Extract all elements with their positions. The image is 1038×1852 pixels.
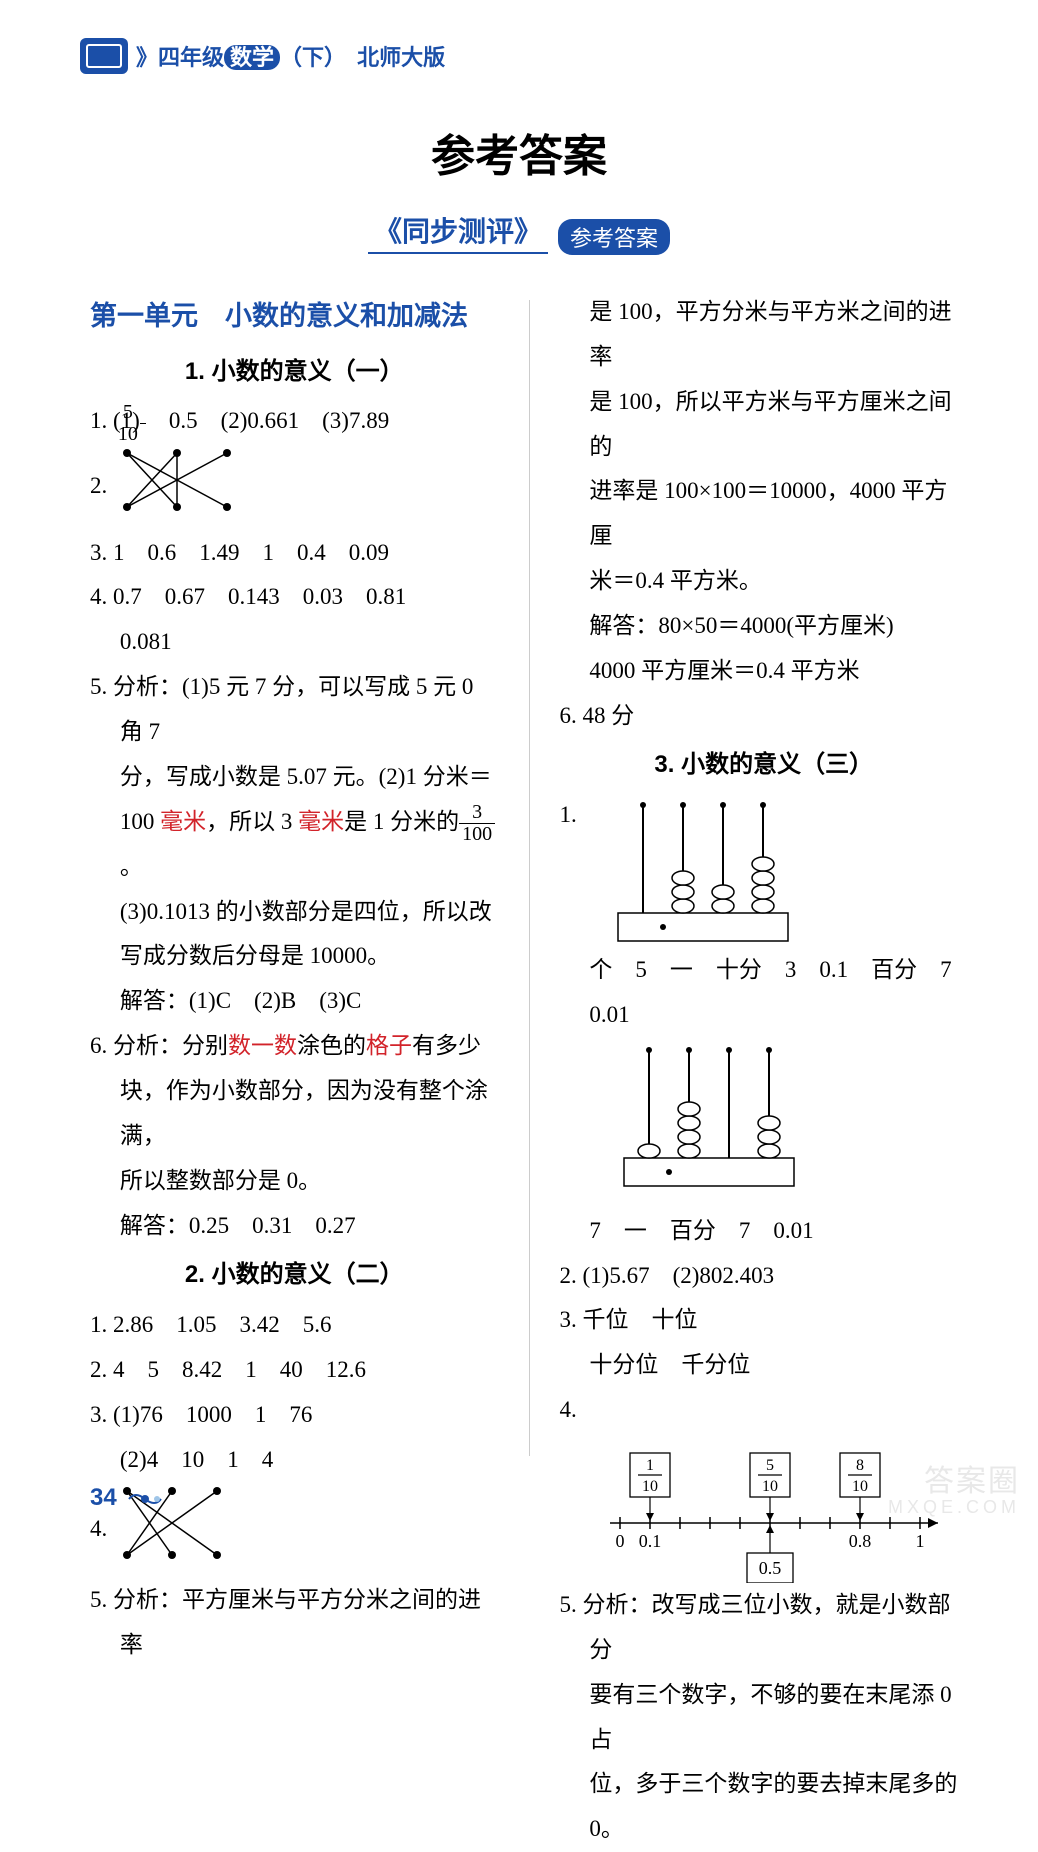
- r-cont-e: 解答：80×50＝4000(平方厘米): [560, 604, 969, 649]
- s3-q1b: 个 5 一 十分 3 0.1 百分 7: [560, 948, 969, 993]
- s1-q6d: 解答：0.25 0.31 0.27: [90, 1204, 499, 1249]
- s1-q2: 2.: [90, 445, 499, 531]
- s3-q3b: 十分位 千分位: [560, 1343, 969, 1388]
- s2-q5: 5. 分析：平方厘米与平方分米之间的进率: [90, 1578, 499, 1668]
- red-text: 毫米: [160, 809, 206, 834]
- s1-q5c: 100 毫米，所以 3 毫米是 1 分米的3100。: [90, 800, 499, 890]
- main-title: 参考答案: [0, 120, 1038, 184]
- s3-abacus2-wrap: [560, 1038, 969, 1209]
- s1-q5a: 5. 分析：(1)5 元 7 分，可以写成 5 元 0 角 7: [90, 665, 499, 755]
- svg-text:0.8: 0.8: [848, 1531, 871, 1551]
- svg-text:10: 10: [762, 1478, 778, 1495]
- s2-q3a: 3. (1)76 1000 1 76: [90, 1393, 499, 1438]
- s1-q1-rest: 0.5 (2)0.661 (3)7.89: [146, 408, 389, 433]
- s1-q2-label: 2.: [90, 473, 107, 498]
- svg-text:0: 0: [615, 1531, 624, 1551]
- red-text: 毫米: [298, 809, 344, 834]
- s1-q4b: 0.081: [90, 620, 499, 665]
- s3-q1-label: 1.: [560, 802, 577, 827]
- s3-q1c: 0.01: [560, 993, 969, 1038]
- s3-q2: 2. (1)5.67 (2)802.403: [560, 1254, 969, 1299]
- r-cont-c: 进率是 100×100＝10000，4000 平方厘: [560, 469, 969, 559]
- section-1-title: 1. 小数的意义（一）: [90, 349, 499, 396]
- s3-q1d: 7 一 百分 7 0.01: [560, 1209, 969, 1254]
- page-header: 》四年级数学（下） 北师大版: [80, 38, 445, 74]
- fraction-3-100: 3100: [459, 802, 495, 845]
- s1-q6c: 所以整数部分是 0。: [90, 1159, 499, 1204]
- cross-diagram-1: [117, 445, 237, 531]
- s1-q5b: 分，写成小数是 5.07 元。(2)1 分米＝: [90, 755, 499, 800]
- page-number: 34: [90, 1484, 163, 1512]
- semester: （下）: [280, 45, 335, 70]
- content-columns: 第一单元 小数的意义和加减法 1. 小数的意义（一） 1. (1)510 0.5…: [90, 290, 968, 1466]
- subtitle-wrap: 《同步测评》 参考答案: [0, 210, 1038, 255]
- r-cont-f: 4000 平方厘米＝0.4 平方米: [560, 649, 969, 694]
- page-num-value: 34: [90, 1484, 117, 1511]
- r-cont-a: 是 100，平方分米与平方米之间的进率: [560, 290, 969, 380]
- s3-q5c: 位，多于三个数字的要去掉末尾多的 0。: [560, 1762, 969, 1852]
- svg-text:1: 1: [915, 1531, 924, 1551]
- svg-text:10: 10: [642, 1478, 658, 1495]
- watermark: 答案圈 MXQE.COM: [888, 1465, 1020, 1518]
- s1-q3: 3. 1 0.6 1.49 1 0.4 0.09: [90, 531, 499, 576]
- s1-q6b: 块，作为小数部分，因为没有整个涂满，: [90, 1069, 499, 1159]
- red-text: 格子: [366, 1033, 412, 1058]
- s3-q3a: 3. 千位 十位: [560, 1298, 969, 1343]
- watermark-line1: 答案圈: [888, 1465, 1020, 1498]
- s1-q6a: 6. 分析：分别数一数涂色的格子有多少: [90, 1024, 499, 1069]
- left-column: 第一单元 小数的意义和加减法 1. 小数的意义（一） 1. (1)510 0.5…: [90, 290, 509, 1466]
- s3-q4-label: 4.: [560, 1397, 577, 1422]
- s2-q3b: (2)4 10 1 4: [90, 1438, 499, 1483]
- watermark-line2: MXQE.COM: [888, 1498, 1020, 1518]
- page-decoration-icon: [127, 1489, 163, 1509]
- s3-q1: 1.: [560, 793, 969, 948]
- grade: 四年级: [158, 45, 224, 70]
- s3-q5a: 5. 分析：改写成三位小数，就是小数部分: [560, 1583, 969, 1673]
- abacus-1: [583, 793, 823, 948]
- r-cont-d: 米＝0.4 平方米。: [560, 559, 969, 604]
- red-text: 数一数: [228, 1033, 297, 1058]
- s1-q1: 1. (1)510 0.5 (2)0.661 (3)7.89: [90, 399, 499, 444]
- s2-q2: 2. 4 5 8.42 1 40 12.6: [90, 1348, 499, 1393]
- cross-svg-1: [117, 445, 237, 515]
- svg-text:10: 10: [852, 1478, 868, 1495]
- s2-q4-label: 4.: [90, 1516, 107, 1541]
- subtitle-badge: 参考答案: [558, 219, 670, 255]
- subtitle: 《同步测评》: [368, 217, 548, 254]
- r-cont-b: 是 100，所以平方米与平方厘米之间的: [560, 380, 969, 470]
- svg-text:8: 8: [856, 1457, 864, 1474]
- s1-q4a: 4. 0.7 0.67 0.143 0.03 0.81: [90, 575, 499, 620]
- edition: 北师大版: [357, 45, 445, 70]
- unit-title: 第一单元 小数的意义和加减法: [90, 290, 499, 343]
- s2-q1: 1. 2.86 1.05 3.42 5.6: [90, 1303, 499, 1348]
- svg-text:0.1: 0.1: [638, 1531, 661, 1551]
- svg-text:1: 1: [646, 1457, 654, 1474]
- section-2-title: 2. 小数的意义（二）: [90, 1252, 499, 1299]
- subject-badge: 数学: [224, 45, 280, 70]
- svg-text:0.5: 0.5: [758, 1558, 781, 1578]
- s1-q5e: 写成分数后分母是 10000。: [90, 934, 499, 979]
- section-3-title: 3. 小数的意义（三）: [560, 742, 969, 789]
- s1-q5f: 解答：(1)C (2)B (3)C: [90, 979, 499, 1024]
- numberline-wrap: 00.10.811105108100.5: [560, 1442, 950, 1467]
- s3-q5b: 要有三个数字，不够的要在末尾添 0 占: [560, 1673, 969, 1763]
- column-divider: [529, 300, 530, 1456]
- notebook-icon: [80, 38, 128, 74]
- s1-q5d: (3)0.1013 的小数部分是四位，所以改: [90, 890, 499, 935]
- right-column: 是 100，平方分米与平方米之间的进率 是 100，所以平方米与平方厘米之间的 …: [550, 290, 969, 1466]
- svg-text:5: 5: [766, 1457, 774, 1474]
- r-q6: 6. 48 分: [560, 694, 969, 739]
- header-text: 》四年级数学（下） 北师大版: [136, 40, 445, 72]
- abacus-2: [589, 1038, 829, 1193]
